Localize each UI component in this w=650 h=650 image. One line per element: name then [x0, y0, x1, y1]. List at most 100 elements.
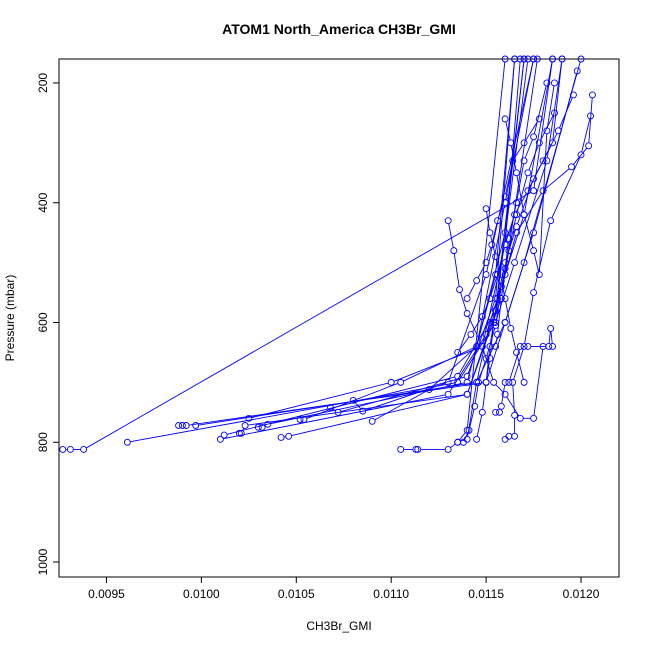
data-point	[425, 386, 433, 394]
series-segment	[374, 390, 427, 421]
series-segment	[251, 382, 389, 419]
data-point	[513, 169, 520, 177]
series-segment	[492, 223, 498, 242]
data-point	[494, 295, 501, 302]
data-point	[123, 438, 131, 446]
data-point	[535, 271, 543, 279]
series-profile	[459, 283, 505, 446]
series-segment	[516, 175, 528, 212]
data-point	[482, 205, 490, 213]
series-profile	[123, 55, 566, 446]
series-profile	[454, 91, 577, 356]
series-segment	[505, 235, 534, 320]
x-axis: 0.0095 0.0100 0.0105 0.0110 0.0115 0.0120	[88, 577, 600, 601]
data-point	[516, 414, 524, 422]
data-point	[492, 342, 500, 350]
series-segment	[467, 385, 477, 437]
data-point	[530, 55, 538, 63]
y-axis: 200 400 600 800 1000	[36, 73, 59, 575]
series-profile	[216, 55, 557, 443]
data-point	[463, 390, 471, 398]
series-segment	[453, 253, 460, 287]
series-segment	[509, 217, 517, 248]
data-point	[80, 445, 88, 453]
data-point	[220, 431, 228, 439]
data-point	[178, 422, 186, 429]
series-segment	[486, 61, 534, 272]
series-segment	[482, 385, 487, 410]
data-point	[524, 169, 532, 177]
series-segment	[306, 383, 399, 419]
data-point	[359, 407, 367, 415]
data-point	[235, 429, 243, 437]
data-point	[66, 445, 74, 453]
series-profile	[245, 55, 524, 422]
series-segment	[573, 147, 588, 165]
series-segment	[460, 292, 467, 311]
data-point	[349, 396, 357, 404]
series-segment	[516, 355, 524, 380]
series-segment	[469, 409, 475, 428]
data-point	[501, 55, 509, 63]
series-segment	[431, 348, 475, 388]
data-point	[549, 342, 557, 350]
data-point	[530, 289, 538, 296]
data-point	[511, 259, 519, 267]
series-segment	[490, 235, 496, 254]
chart-title: ATOM1 North_America CH3Br_GMI	[222, 21, 456, 37]
series-segment	[479, 361, 486, 380]
data-point	[501, 265, 509, 273]
series-segment	[497, 301, 502, 332]
series-segment	[505, 163, 513, 194]
data-point	[530, 133, 538, 141]
data-point	[473, 435, 481, 443]
series-segment	[464, 432, 469, 440]
data-point	[327, 404, 334, 411]
series-segment	[533, 223, 551, 290]
data-point	[530, 229, 538, 237]
data-point	[588, 91, 596, 99]
series-segment	[528, 163, 543, 189]
series-segment	[506, 396, 520, 417]
data-point	[277, 434, 285, 441]
data-point	[473, 378, 481, 386]
series-segment	[551, 157, 581, 219]
data-point	[501, 390, 509, 398]
series-segment	[528, 145, 539, 171]
plot-frame	[58, 58, 620, 578]
data-point	[549, 139, 557, 147]
data-point	[549, 55, 557, 63]
data-point	[539, 342, 547, 350]
series-segment	[533, 85, 547, 135]
data-point	[524, 342, 532, 350]
data-point	[497, 277, 505, 285]
data-point	[254, 423, 262, 431]
series-profile	[220, 55, 532, 439]
series-segment	[504, 61, 525, 230]
data-point	[513, 348, 520, 356]
series-segment	[468, 283, 476, 297]
series-segment	[501, 253, 509, 284]
data-point	[473, 277, 481, 285]
series-segment	[525, 121, 539, 141]
series-segment	[501, 283, 505, 296]
series-segment	[449, 336, 485, 393]
data-point	[444, 217, 452, 225]
y-tick-label: 600	[36, 312, 50, 332]
data-point	[237, 429, 245, 437]
data-point	[551, 79, 558, 87]
series-segment	[466, 61, 506, 428]
series-segment	[513, 145, 523, 159]
data-point	[501, 295, 509, 302]
data-point	[558, 55, 566, 63]
data-point	[520, 157, 528, 165]
series-segment	[340, 376, 465, 412]
data-point	[454, 438, 462, 446]
series-segment	[515, 193, 527, 213]
series-segment	[495, 384, 504, 393]
series-segment	[459, 336, 470, 351]
data-point	[530, 247, 538, 255]
data-point	[501, 241, 509, 249]
data-point	[285, 432, 293, 440]
series-layer	[59, 55, 596, 453]
